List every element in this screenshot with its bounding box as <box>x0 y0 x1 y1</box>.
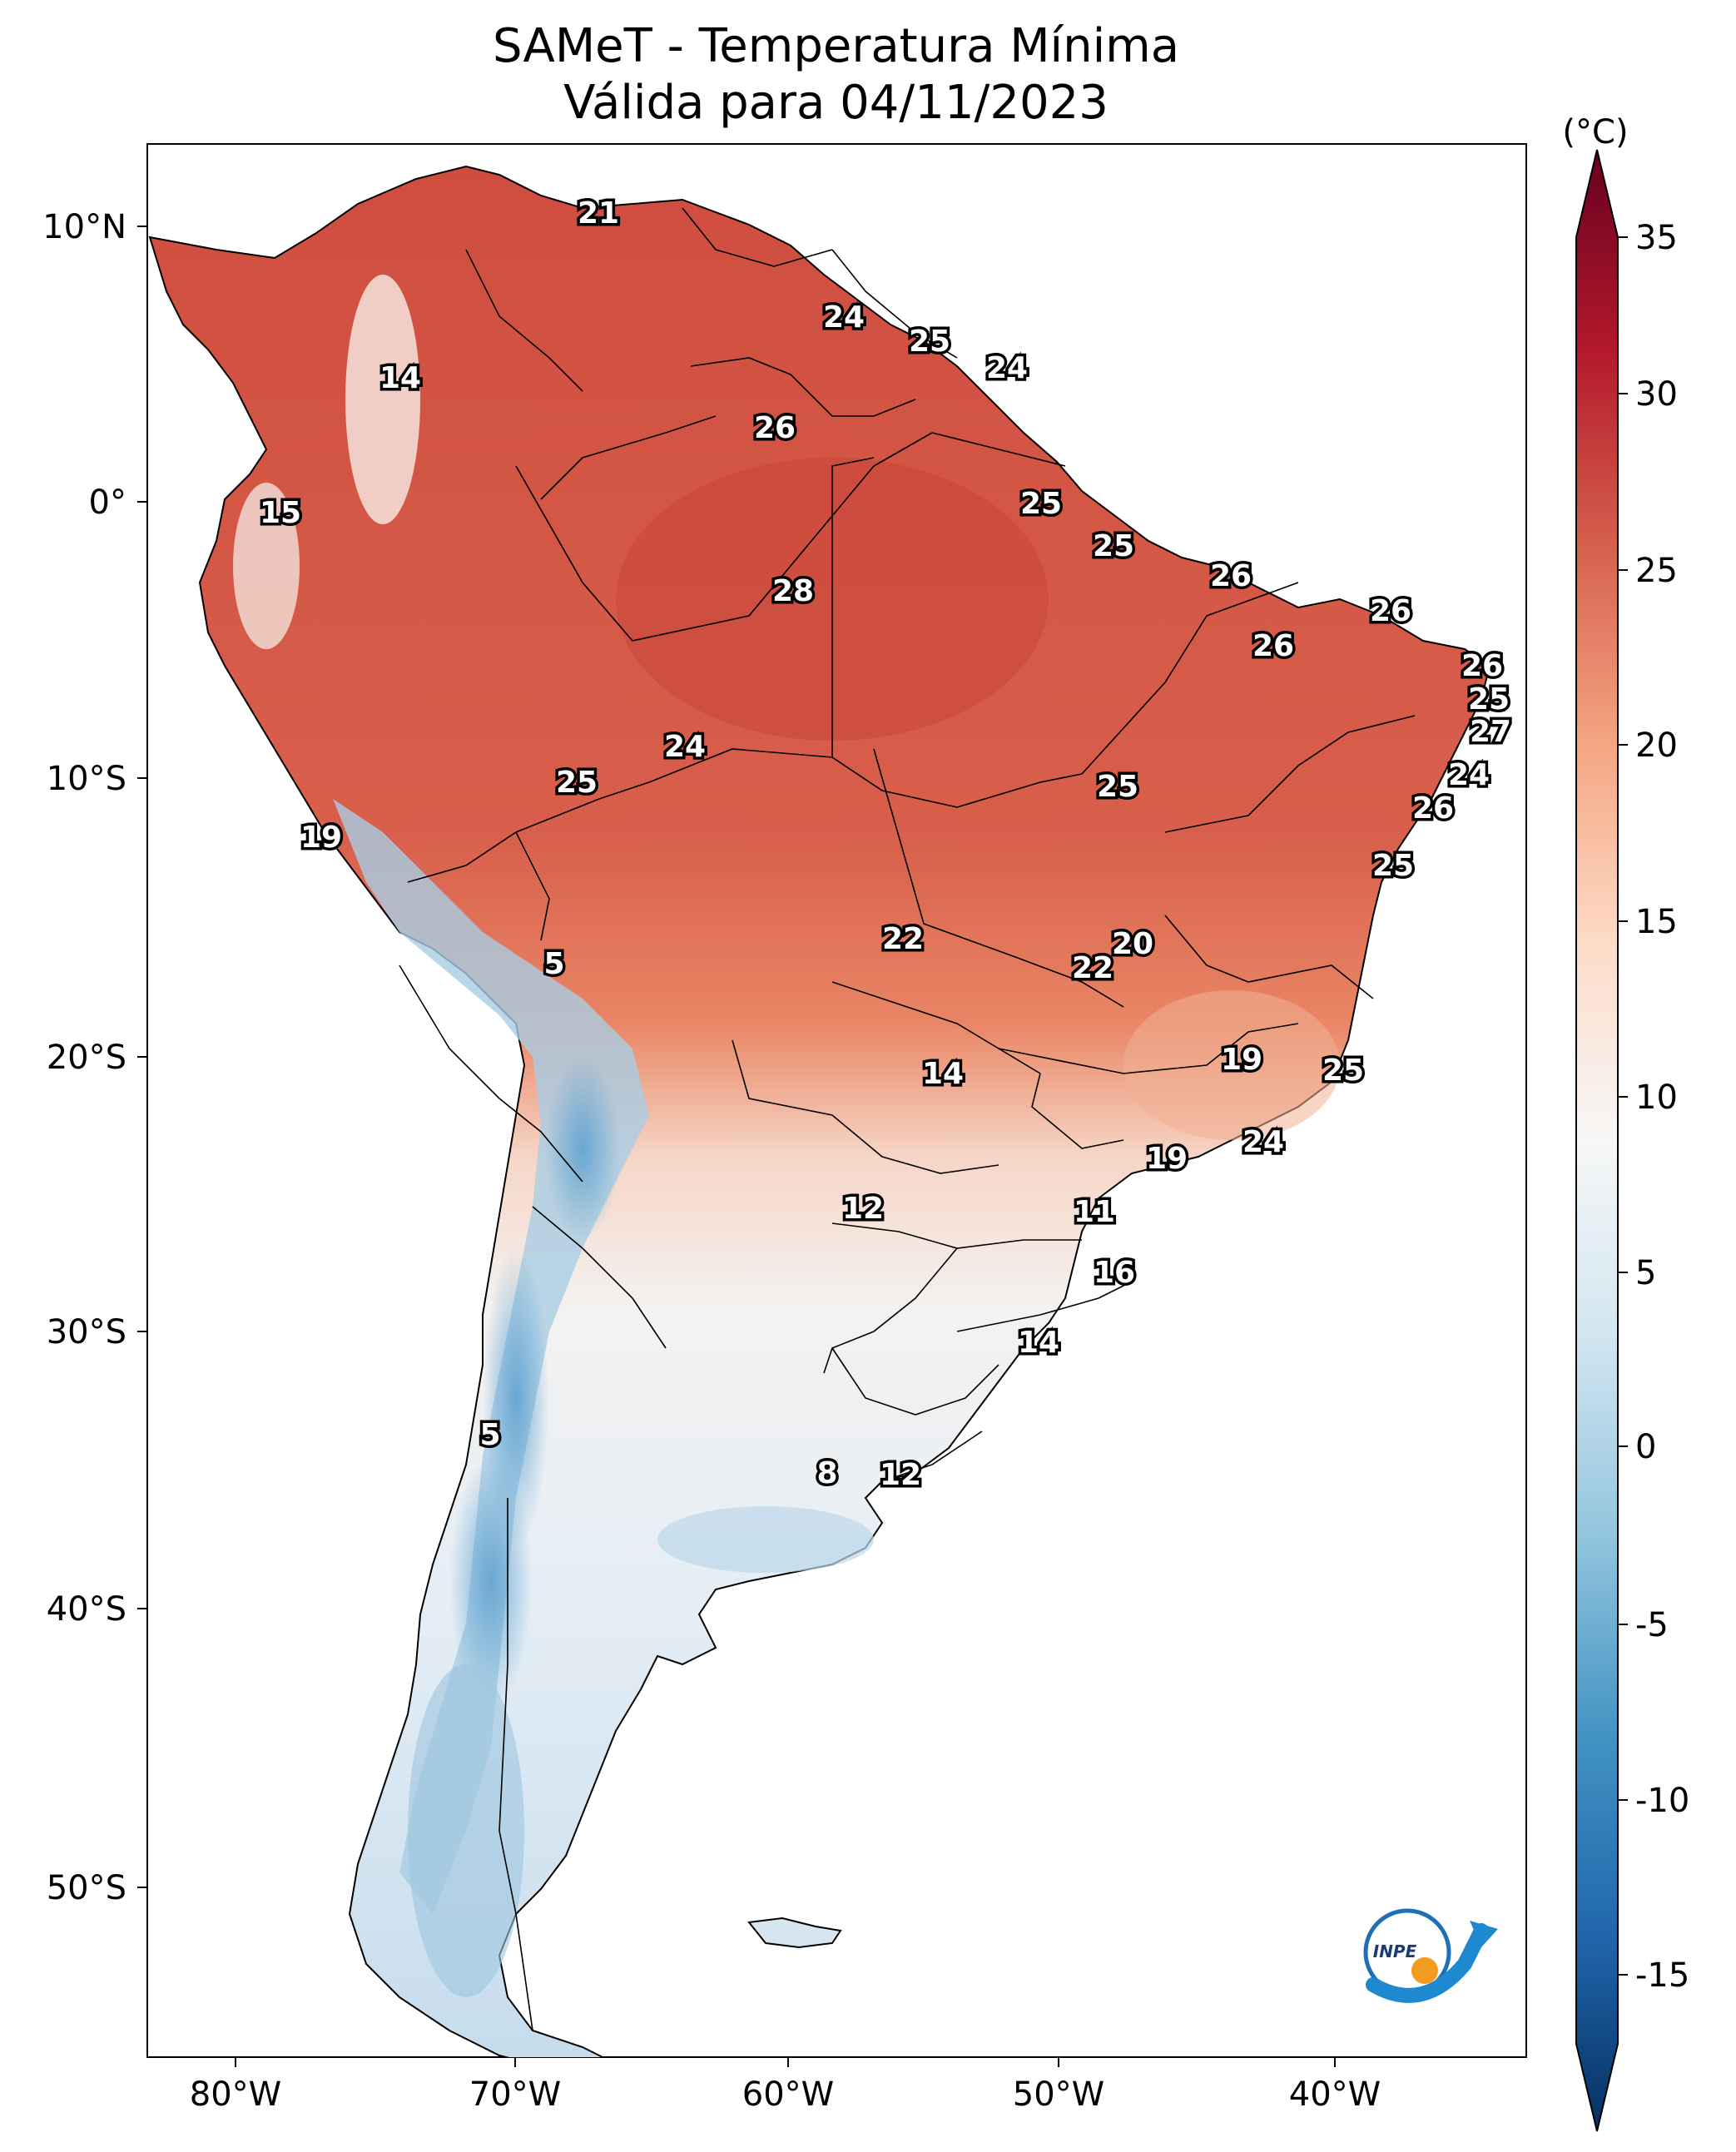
value-label: 25 <box>1093 529 1134 563</box>
lat-tick-30s: 30°S <box>47 1313 126 1351</box>
pampas-cool <box>657 1506 874 1573</box>
lat-tick-20s: 20°S <box>47 1039 126 1077</box>
colorbar-tick-label: 35 <box>1635 219 1678 257</box>
colombia-andes-cool <box>345 275 420 524</box>
lat-tick-10n: 10°N <box>42 208 126 246</box>
lat-tick-40s: 40°S <box>47 1590 126 1629</box>
colorbar-unit: (°C) <box>1562 113 1628 151</box>
value-label: 25 <box>1020 487 1062 521</box>
value-label: 24 <box>664 730 706 764</box>
value-label: 19 <box>1221 1043 1262 1077</box>
inpe-logo-text: INPE <box>1373 1941 1417 1961</box>
colorbar-tick-label: 25 <box>1635 552 1678 590</box>
value-label: 26 <box>1461 649 1503 683</box>
map-title: SAMeT - Temperatura Mínima Válida para 0… <box>0 18 1672 131</box>
lon-tick-70w: 70°W <box>469 2075 561 2114</box>
colorbar-tick-label: 0 <box>1635 1428 1656 1466</box>
value-label: 14 <box>922 1057 964 1091</box>
value-label: 8 <box>816 1456 837 1490</box>
lon-tick-40w: 40°W <box>1289 2075 1381 2114</box>
ecuador-cool <box>233 483 300 649</box>
patagonia-cool <box>408 1664 524 1997</box>
value-label: 22 <box>882 922 924 956</box>
latitude-axis: 10°N 0° 10°S 20°S 30°S 40°S 50°S <box>42 208 147 1907</box>
value-label: 12 <box>842 1192 884 1226</box>
value-label: 16 <box>1094 1256 1135 1290</box>
continent-layer <box>148 165 1491 2057</box>
value-label: 24 <box>1242 1125 1284 1159</box>
value-label: 25 <box>1468 682 1510 717</box>
value-label: 19 <box>1146 1142 1188 1176</box>
value-label: 14 <box>379 361 421 395</box>
falkland-islands <box>747 1916 842 1949</box>
value-label: 25 <box>1097 770 1138 804</box>
colorbar-tick-label: 5 <box>1635 1254 1656 1292</box>
colorbar-tick-label: -5 <box>1635 1606 1669 1644</box>
value-label: 25 <box>556 766 598 800</box>
lon-tick-60w: 60°W <box>742 2075 834 2114</box>
longitude-axis: 80°W 70°W 60°W 50°W 40°W <box>190 2057 1381 2114</box>
colorbar-tick-label: 30 <box>1635 375 1678 414</box>
colorbar-tick-label: 15 <box>1635 903 1678 941</box>
value-label: 12 <box>880 1458 921 1492</box>
value-label: 26 <box>1210 559 1252 593</box>
value-label: 24 <box>823 300 865 335</box>
andes-cold-core-south <box>449 1456 533 1706</box>
colorbar: (°C) 35 30 25 20 15 10 5 0 -5 -10 -15 <box>1562 113 1689 2132</box>
value-label: 5 <box>479 1418 500 1452</box>
value-label: 26 <box>1370 594 1411 628</box>
value-label: 19 <box>300 821 342 855</box>
colorbar-tick-label: -15 <box>1635 1956 1689 1995</box>
colorbar-tick-label: -10 <box>1635 1782 1689 1820</box>
colorbar-tick-label: 10 <box>1635 1078 1678 1117</box>
minas-mild <box>1123 990 1340 1140</box>
value-label: 26 <box>1252 629 1294 663</box>
title-line-2: Válida para 04/11/2023 <box>563 76 1109 130</box>
borders <box>399 207 1416 2031</box>
inpe-logo: INPE <box>1363 1908 1498 2003</box>
value-label: 24 <box>986 351 1028 385</box>
colorbar-body <box>1575 149 1619 2132</box>
value-label: 28 <box>772 574 814 608</box>
value-label: 26 <box>754 411 796 445</box>
value-label: 24 <box>1448 758 1490 792</box>
value-label: 5 <box>543 947 564 981</box>
value-label: 25 <box>909 325 950 359</box>
value-label: 25 <box>1372 849 1414 883</box>
value-label: 22 <box>1072 951 1114 985</box>
lon-tick-80w: 80°W <box>190 2075 281 2114</box>
colorbar-ticks <box>1618 236 1628 1976</box>
value-label: 25 <box>1322 1054 1364 1088</box>
value-label: 11 <box>1074 1195 1115 1229</box>
value-label: 20 <box>1112 927 1153 961</box>
title-line-1: SAMeT - Temperatura Mínima <box>492 19 1180 73</box>
colorbar-tick-label: 20 <box>1635 726 1678 765</box>
lat-tick-50s: 50°S <box>47 1869 126 1907</box>
value-label: 21 <box>578 196 619 231</box>
value-label: 26 <box>1412 791 1454 826</box>
temperature-labels: 21 24 25 24 14 26 15 25 25 28 26 26 26 2… <box>256 194 1514 1495</box>
value-label: 15 <box>260 496 301 530</box>
lat-tick-10s: 10°S <box>47 760 126 798</box>
andes-cold-core-north <box>545 1057 620 1240</box>
value-label: 14 <box>1018 1326 1059 1360</box>
value-label: 27 <box>1470 715 1511 749</box>
lon-tick-50w: 50°W <box>1013 2075 1104 2114</box>
lat-tick-0: 0° <box>89 483 126 522</box>
